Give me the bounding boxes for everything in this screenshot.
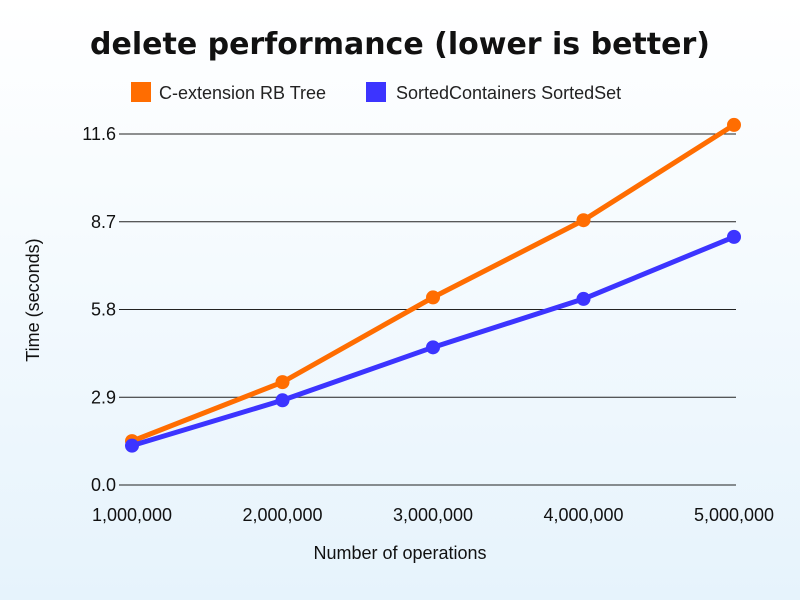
y-axis-ticks: 0.0 2.9 5.8 8.7 11.6 <box>82 124 116 495</box>
legend-item: C-extension RB Tree <box>131 82 326 103</box>
legend-swatch <box>131 82 151 102</box>
y-tick-label: 11.6 <box>82 124 116 144</box>
data-point <box>125 438 139 453</box>
data-point <box>275 375 290 390</box>
series-0 <box>125 117 741 449</box>
data-point <box>727 229 741 244</box>
data-point <box>426 290 440 305</box>
data-point <box>275 393 290 408</box>
y-tick-label: 0.0 <box>91 475 116 495</box>
data-point <box>576 291 591 306</box>
x-tick-label: 4,000,000 <box>543 505 623 525</box>
data-point <box>727 117 741 132</box>
series-1 <box>125 229 741 453</box>
data-point <box>576 213 591 228</box>
x-tick-label: 3,000,000 <box>393 505 473 525</box>
x-axis-label: Number of operations <box>313 543 486 563</box>
data-point <box>426 340 440 355</box>
legend-label: SortedContainers SortedSet <box>396 83 621 103</box>
x-tick-label: 1,000,000 <box>92 505 172 525</box>
legend-label: C-extension RB Tree <box>159 83 326 103</box>
y-tick-label: 2.9 <box>91 387 116 407</box>
gridlines <box>119 133 736 486</box>
y-tick-label: 5.8 <box>91 300 116 320</box>
x-tick-label: 2,000,000 <box>242 505 322 525</box>
legend: C-extension RB Tree SortedContainers Sort… <box>131 82 621 103</box>
series <box>125 117 741 453</box>
series-line <box>129 122 737 444</box>
legend-item: SortedContainers SortedSet <box>366 82 621 103</box>
y-tick-label: 8.7 <box>91 212 116 232</box>
chart-title: delete performance (lower is better) <box>90 27 710 62</box>
x-tick-label: 5,000,000 <box>694 505 774 525</box>
x-axis-ticks: 1,000,000 2,000,000 3,000,000 4,000,000 5,00… <box>92 505 774 525</box>
legend-swatch <box>366 82 386 102</box>
y-axis-label: Time (seconds) <box>23 238 43 361</box>
